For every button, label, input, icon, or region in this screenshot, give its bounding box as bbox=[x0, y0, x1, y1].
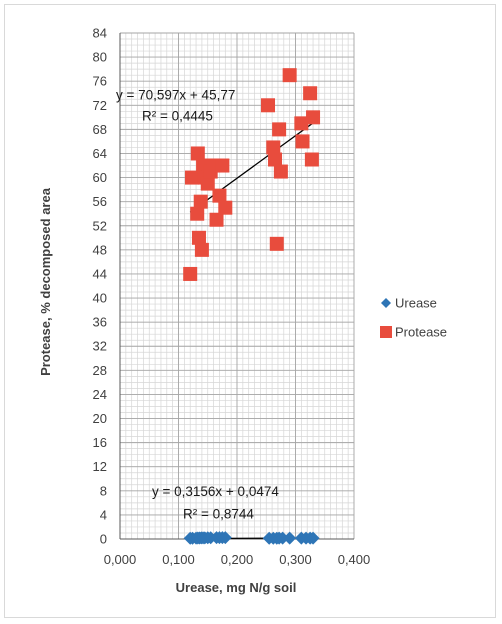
y-tick-label: 40 bbox=[93, 291, 107, 306]
x-tick-label: 0,400 bbox=[338, 552, 371, 567]
x-tick-label: 0,000 bbox=[104, 552, 137, 567]
legend-label-urease: Urease bbox=[395, 296, 437, 311]
data-point-protease bbox=[304, 152, 319, 167]
data-point-protease bbox=[190, 206, 205, 221]
chart-frame bbox=[4, 4, 496, 618]
x-tick-label: 0,200 bbox=[221, 552, 254, 567]
data-point-protease bbox=[200, 176, 215, 191]
urease-trend-equation: y = 0,3156x + 0,0474 bbox=[152, 484, 279, 499]
trendline-protease bbox=[189, 122, 314, 213]
y-tick-label: 8 bbox=[100, 483, 107, 498]
y-tick-label: 20 bbox=[93, 411, 107, 426]
y-tick-label: 28 bbox=[93, 363, 107, 378]
data-point-protease bbox=[268, 152, 283, 167]
data-point-urease bbox=[218, 531, 232, 545]
data-point-protease bbox=[183, 266, 198, 281]
data-point-protease bbox=[184, 170, 199, 185]
y-tick-label: 4 bbox=[100, 507, 107, 522]
x-tick-label: 0,300 bbox=[279, 552, 312, 567]
y-tick-label: 84 bbox=[93, 26, 107, 41]
y-tick-label: 76 bbox=[93, 74, 107, 89]
data-point-protease bbox=[209, 212, 224, 227]
data-point-protease bbox=[194, 242, 209, 257]
data-point-protease bbox=[306, 110, 321, 125]
tick-labels: 0481216202428323640444852566064687276808… bbox=[93, 26, 371, 568]
y-tick-label: 60 bbox=[93, 170, 107, 185]
legend-marker-urease bbox=[381, 298, 391, 308]
data-point-urease bbox=[306, 531, 320, 545]
y-tick-label: 52 bbox=[93, 218, 107, 233]
urease-trend-r2: R² = 0,8744 bbox=[183, 507, 254, 522]
data-point-protease bbox=[295, 134, 310, 149]
protease-trend-equation: y = 70,597x + 45,77 bbox=[116, 87, 235, 102]
y-tick-label: 64 bbox=[93, 146, 107, 161]
data-point-protease bbox=[272, 122, 287, 137]
y-tick-label: 32 bbox=[93, 339, 107, 354]
x-axis-title: Urease, mg N/g soil bbox=[176, 580, 297, 595]
data-point-protease bbox=[218, 200, 233, 215]
y-tick-label: 16 bbox=[93, 435, 107, 450]
data-point-protease bbox=[294, 116, 309, 131]
data-point-protease bbox=[303, 86, 318, 101]
data-point-urease bbox=[283, 531, 297, 545]
data-point-protease bbox=[215, 158, 230, 173]
x-tick-label: 0,100 bbox=[162, 552, 195, 567]
data-point-protease bbox=[261, 98, 276, 113]
data-point-protease bbox=[212, 188, 227, 203]
y-tick-label: 72 bbox=[93, 98, 107, 113]
data-point-urease bbox=[276, 531, 290, 545]
y-tick-label: 0 bbox=[100, 532, 107, 547]
y-tick-label: 24 bbox=[93, 387, 107, 402]
data-point-protease bbox=[193, 194, 208, 209]
y-tick-label: 56 bbox=[93, 194, 107, 209]
legend-label-protease: Protease bbox=[395, 325, 447, 340]
data-point-protease bbox=[282, 68, 297, 83]
y-tick-label: 12 bbox=[93, 459, 107, 474]
legend-marker-protease bbox=[380, 326, 392, 338]
data-point-protease bbox=[190, 146, 205, 161]
y-tick-label: 48 bbox=[93, 242, 107, 257]
y-tick-label: 80 bbox=[93, 50, 107, 65]
y-tick-label: 68 bbox=[93, 122, 107, 137]
y-axis-title: Protease, % decomposed area bbox=[38, 187, 53, 376]
data-point-protease bbox=[269, 236, 284, 251]
data-point-protease bbox=[191, 230, 206, 245]
data-point-protease bbox=[273, 164, 288, 179]
y-tick-label: 44 bbox=[93, 266, 107, 281]
y-tick-label: 36 bbox=[93, 315, 107, 330]
legend: Urease Protease bbox=[380, 296, 447, 340]
trendline-equations: y = 70,597x + 45,77 R² = 0,4445 y = 0,3156… bbox=[116, 87, 279, 521]
data-point-protease bbox=[266, 140, 281, 155]
protease-trend-r2: R² = 0,4445 bbox=[142, 108, 213, 123]
data-points bbox=[183, 68, 321, 545]
